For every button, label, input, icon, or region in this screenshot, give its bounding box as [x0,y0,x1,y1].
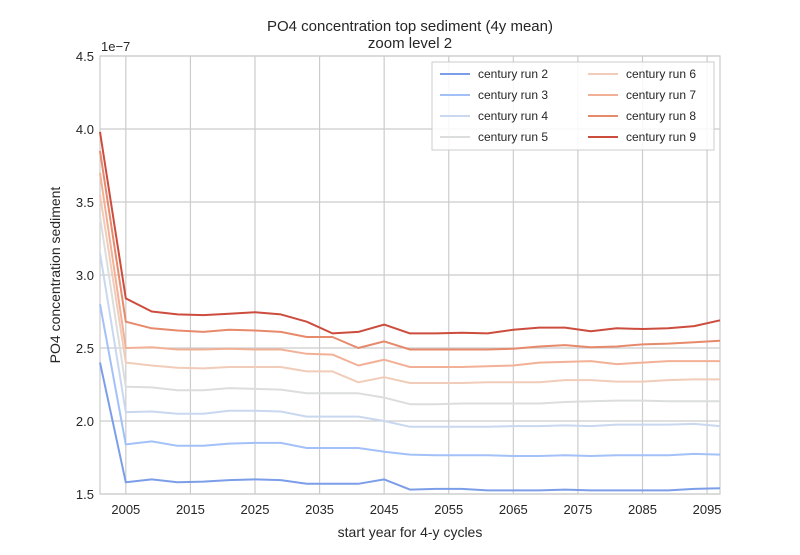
tick-labels: 2005 2015 2025 2035 2045 2055 2065 2075 2085 2095… [76,49,722,517]
series-line-8 [99,150,721,351]
legend-label: century run 9 [626,130,696,144]
chart-subtitle: zoom level 2 [368,35,452,52]
x-tick-label: 2025 [241,502,270,517]
axes-frame [99,55,721,495]
x-tick-label: 2045 [370,502,399,517]
series-line-5 [99,216,720,406]
axes [99,55,721,495]
y-axis-label: PO4 concentration sediment [47,187,63,364]
y-tick-label: 2.0 [76,414,94,429]
series-line-2 [99,362,721,492]
legend-label: century run 3 [478,88,548,102]
y-tick-label: 3.5 [76,195,94,210]
y-tick-label: 1.5 [76,487,94,502]
y-tick-label: 4.5 [76,49,94,64]
x-tick-label: 2055 [434,502,463,517]
series-line-7 [99,172,720,368]
legend-label: century run 7 [626,88,696,102]
series-group [99,131,721,492]
x-tick-label: 2085 [628,502,657,517]
legend-label: century run 8 [626,109,696,123]
y-axis-multiplier: 1e−7 [101,39,130,54]
x-axis-label: start year for 4-y cycles [338,524,483,540]
legend-label: century run 2 [478,67,548,81]
x-tick-label: 2095 [693,502,722,517]
legend-label: century run 6 [626,67,696,81]
x-tick-label: 2015 [176,502,205,517]
y-tick-label: 3.0 [76,268,94,283]
y-tick-label: 4.0 [76,122,94,137]
legend-label: century run 4 [478,109,548,123]
series-line-9 [99,131,721,335]
chart-title: PO4 concentration top sediment (4y mean) [267,18,553,35]
legend-label: century run 5 [478,130,548,144]
x-tick-label: 2035 [305,502,334,517]
x-tick-label: 2075 [563,502,592,517]
series-line-6 [99,194,720,384]
legend: century run 2 century run 3 century run 4 c… [431,61,715,151]
x-tick-label: 2005 [111,502,140,517]
x-tick-label: 2065 [499,502,528,517]
series-line-4 [99,252,721,428]
y-tick-label: 2.5 [76,341,94,356]
legend-box [431,61,715,151]
series-line-3 [99,304,721,457]
